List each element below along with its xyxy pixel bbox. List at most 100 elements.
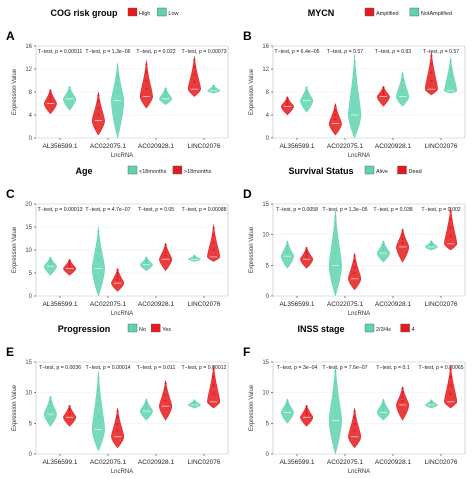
p-value-annotation: T−test, p = 0.00012 xyxy=(182,365,227,371)
outlier-point xyxy=(286,405,289,408)
outlier-point xyxy=(305,407,308,411)
outlier-point xyxy=(164,393,167,396)
y-tick-label: 5 xyxy=(29,271,33,277)
panel-e: E Progression No Yes 0 5 10 15 Expression Value L… xyxy=(6,323,229,475)
violin xyxy=(43,89,57,115)
outlier-point xyxy=(212,392,215,395)
violin xyxy=(159,243,173,272)
outlier-point xyxy=(49,96,52,99)
legend-label-1: Yes xyxy=(162,327,171,333)
outlier-point xyxy=(353,100,356,103)
outlier-point xyxy=(116,272,119,275)
outlier-point xyxy=(430,54,433,58)
panel-title: Age xyxy=(75,166,92,176)
outlier-point xyxy=(49,408,52,412)
p-value-annotation: T−test, p = 0.038 xyxy=(373,207,412,213)
outlier-point xyxy=(382,399,385,402)
outlier-point xyxy=(286,241,289,244)
outlier-point xyxy=(145,260,148,263)
p-value-annotation: T−test, p = 3e−04 xyxy=(277,365,318,371)
p-value-annotation: T−test, p = 1.3e−05 xyxy=(322,207,367,213)
x-tick-label: AL356599.1 xyxy=(279,459,314,466)
outlier-point xyxy=(68,261,71,264)
outlier-point xyxy=(97,258,100,261)
y-tick-label: 8 xyxy=(266,90,270,96)
outlier-point xyxy=(334,382,337,385)
outlier-point xyxy=(401,73,404,76)
legend-swatch-1 xyxy=(157,7,167,17)
x-tick-label: LINC02076 xyxy=(188,459,221,466)
x-axis-label: LncRNA xyxy=(348,311,370,317)
outlier-point xyxy=(430,240,433,243)
y-tick-label: 0 xyxy=(29,452,33,458)
y-axis-label: Expression Value xyxy=(249,68,255,115)
outlier-point xyxy=(164,254,167,257)
outlier-point xyxy=(49,262,52,266)
y-tick-label: 12 xyxy=(262,67,269,73)
panel-letter: F xyxy=(243,345,250,359)
outlier-point xyxy=(97,106,100,110)
outlier-point xyxy=(97,230,100,233)
outlier-point xyxy=(382,90,385,94)
violin xyxy=(91,371,105,452)
legend-swatch-1 xyxy=(400,323,410,333)
p-value-annotation: T−test, p = 0.00014 xyxy=(86,365,131,371)
violin xyxy=(300,86,314,113)
outlier-point xyxy=(334,406,337,410)
outlier-point xyxy=(286,399,289,402)
outlier-point xyxy=(49,258,52,262)
outlier-point xyxy=(193,66,196,69)
outlier-point xyxy=(212,376,215,379)
violin xyxy=(187,56,201,97)
outlier-point xyxy=(49,404,52,408)
y-tick-label: 10 xyxy=(25,391,32,397)
outlier-point xyxy=(334,227,337,230)
outlier-point xyxy=(97,100,100,103)
outlier-point xyxy=(116,74,119,77)
p-value-annotation: T−test, p = 0.002 xyxy=(421,207,460,213)
outlier-point xyxy=(68,407,71,411)
legend-swatch-1 xyxy=(397,165,407,175)
violin xyxy=(300,246,314,269)
legend-label-1: Dead xyxy=(409,169,422,175)
outlier-point xyxy=(353,260,356,263)
x-tick-label: LINC02076 xyxy=(425,143,458,150)
y-tick-label: 5 xyxy=(29,421,33,427)
panel-letter: C xyxy=(6,187,15,201)
y-axis-label: Expression Value xyxy=(12,68,18,115)
x-tick-label: AL356599.1 xyxy=(42,143,77,150)
outlier-point xyxy=(430,79,433,82)
outlier-point xyxy=(164,247,167,250)
outlier-point xyxy=(449,210,452,213)
outlier-point xyxy=(164,399,167,402)
legend-label-1: >18months xyxy=(184,169,212,175)
outlier-point xyxy=(97,389,100,392)
outlier-point xyxy=(116,66,119,69)
violin xyxy=(63,404,77,427)
outlier-point xyxy=(193,399,196,402)
legend-label-1: Low xyxy=(168,11,178,17)
x-tick-label: AC022075.1 xyxy=(90,143,127,150)
outlier-point xyxy=(449,376,452,379)
outlier-point xyxy=(193,58,196,62)
panel-letter: B xyxy=(243,29,252,43)
violin xyxy=(376,240,390,263)
y-tick-label: 4 xyxy=(266,113,270,119)
outlier-point xyxy=(116,422,119,426)
outlier-point xyxy=(145,63,148,66)
panel-title: COG risk group xyxy=(50,8,118,18)
y-tick-label: 15 xyxy=(262,360,269,366)
legend-swatch-0 xyxy=(127,7,138,17)
violin xyxy=(396,228,410,263)
x-tick-label: LINC02076 xyxy=(425,459,458,466)
p-value-annotation: T−test, p = 0.00013 xyxy=(38,207,83,213)
outlier-point xyxy=(286,98,289,101)
outlier-point xyxy=(401,237,404,240)
y-tick-label: 0 xyxy=(266,294,270,300)
outlier-point xyxy=(116,429,119,432)
outlier-point xyxy=(449,392,452,395)
panel-title: MYCN xyxy=(308,8,335,18)
p-value-annotation: T−test, p = 0.0058 xyxy=(276,207,318,213)
outlier-point xyxy=(353,416,356,419)
outlier-point xyxy=(164,382,167,385)
